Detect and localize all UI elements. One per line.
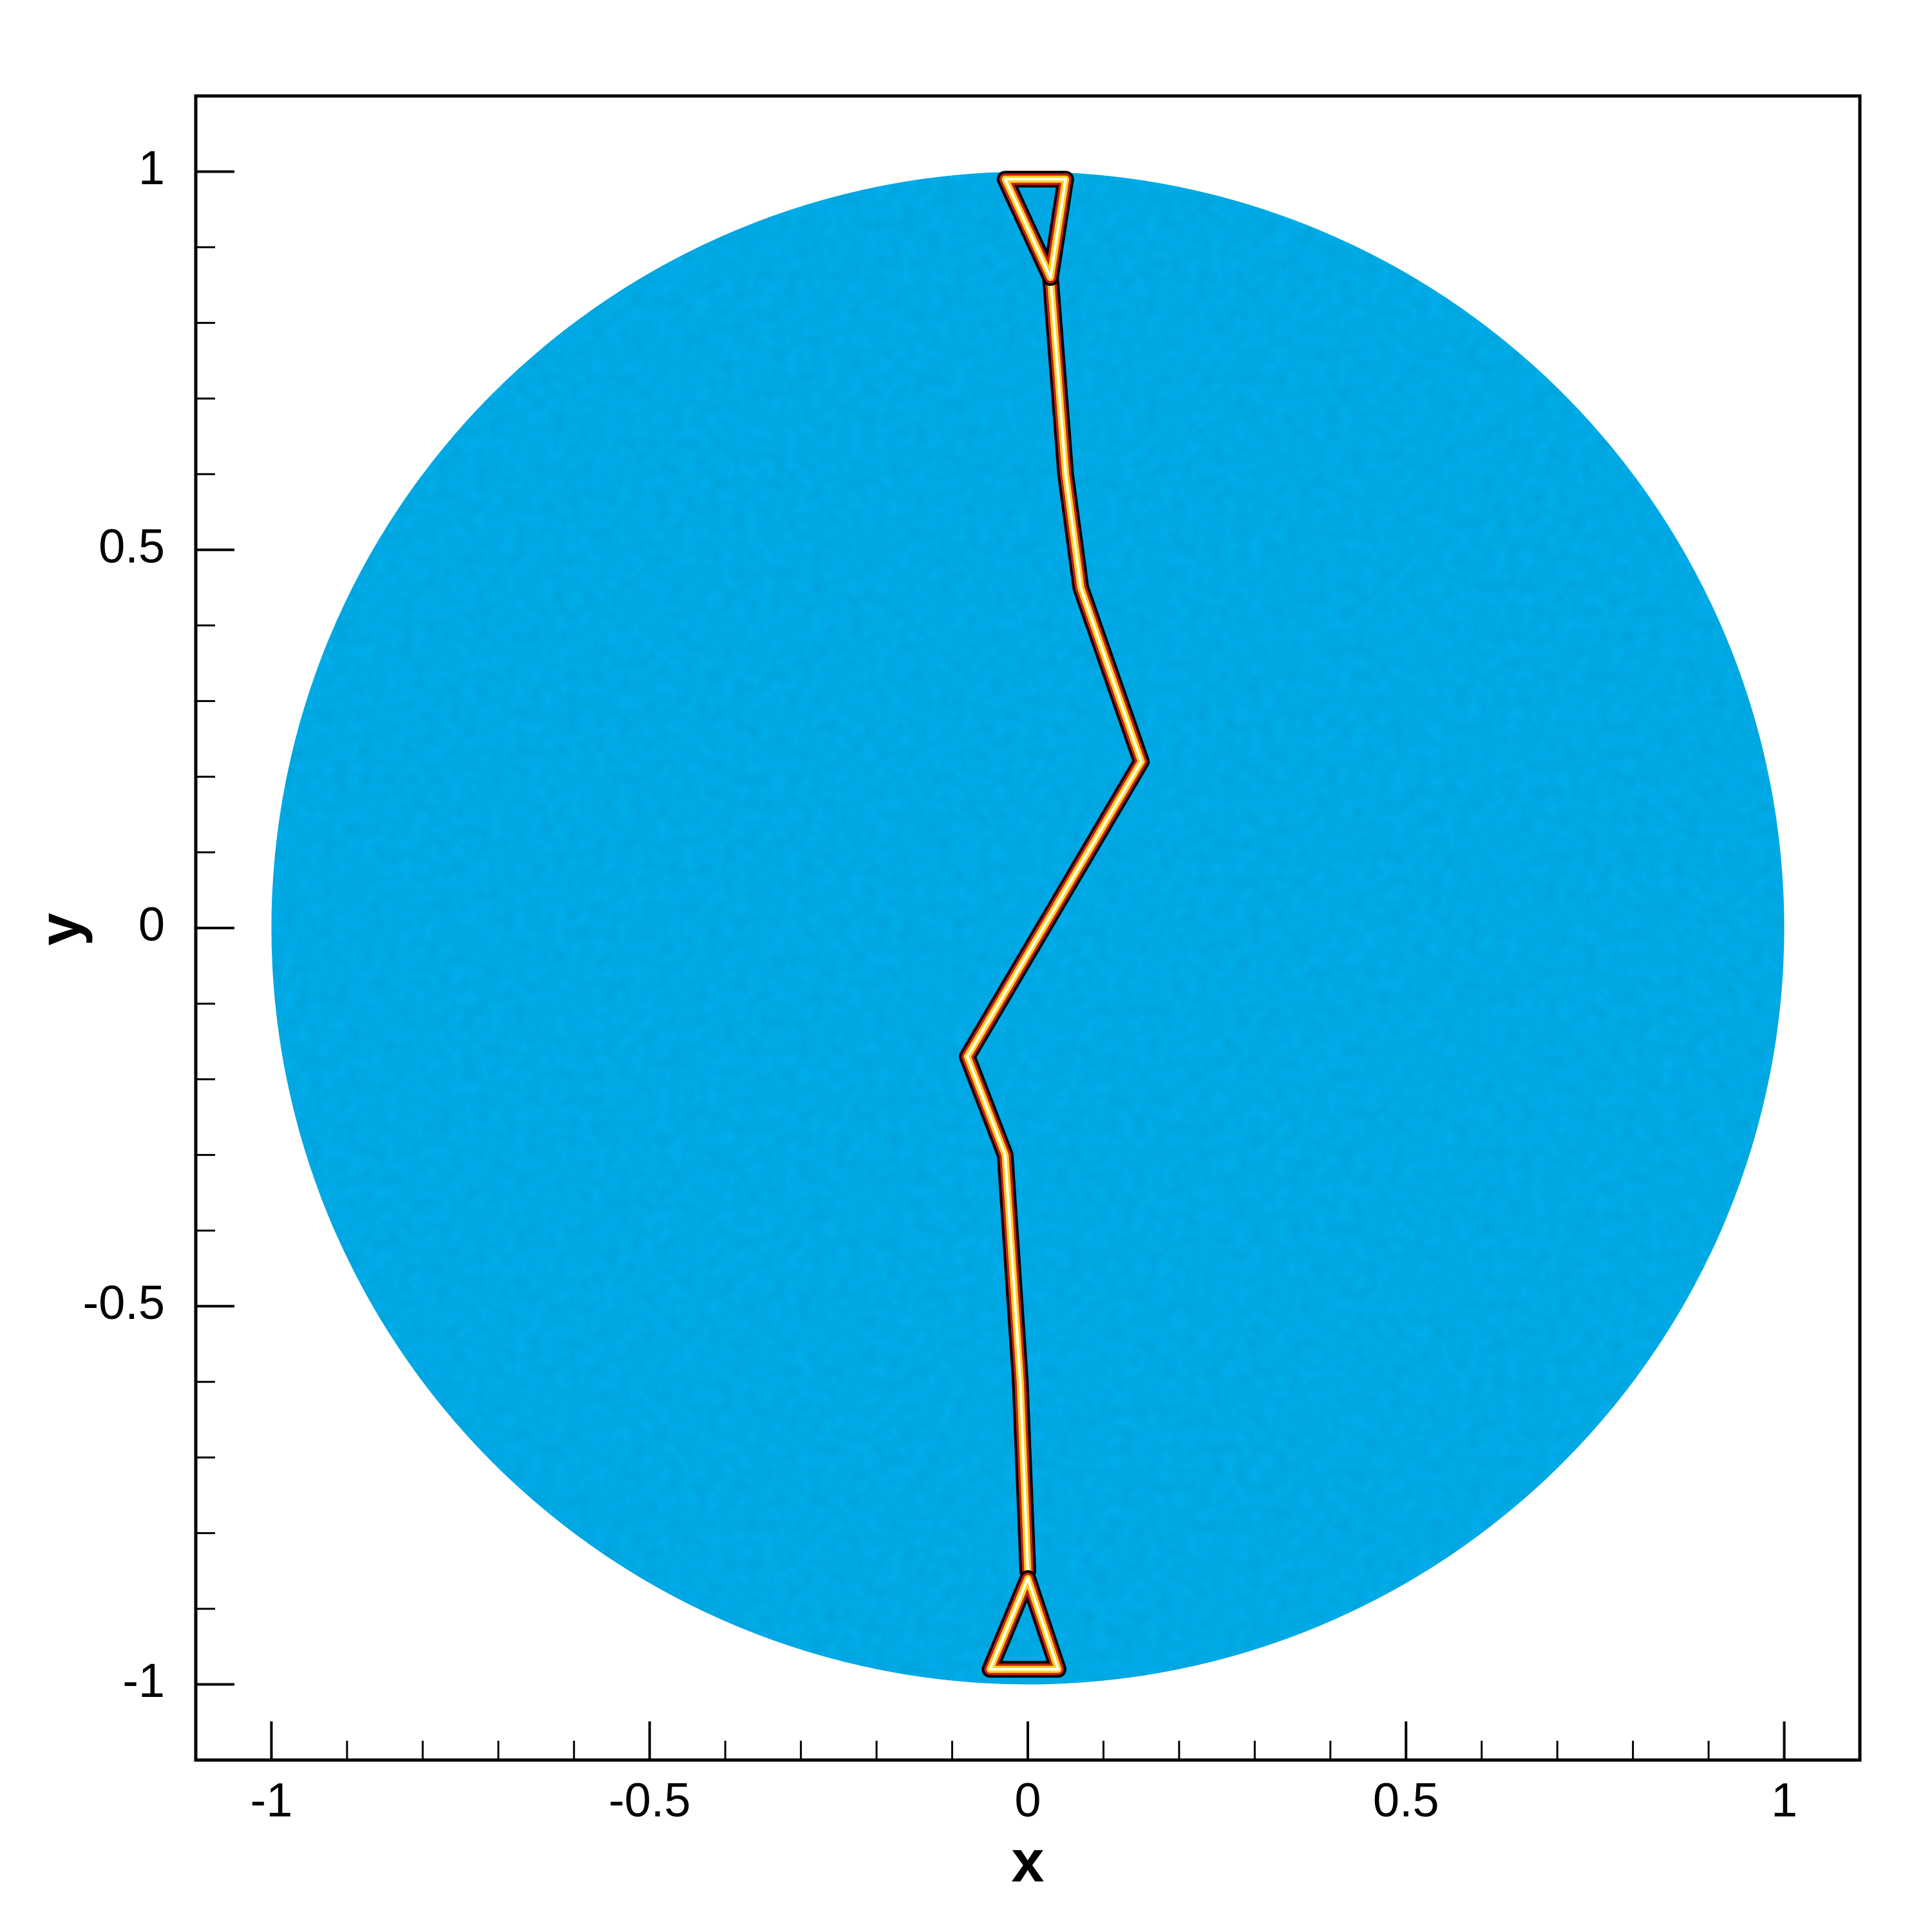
- x-tick-label: 0.5: [1373, 1774, 1439, 1827]
- crack-core: [989, 1577, 1059, 1671]
- y-tick-label: 0: [138, 898, 165, 951]
- y-tick-label: 0.5: [99, 519, 165, 573]
- crack-core: [1003, 178, 1067, 279]
- x-tick-label: -1: [251, 1774, 293, 1827]
- x-axis-label: x: [1011, 1828, 1044, 1894]
- x-tick-label: 1: [1771, 1774, 1797, 1827]
- x-tick-label: -0.5: [609, 1774, 691, 1827]
- y-tick-label: -0.5: [82, 1276, 165, 1329]
- y-tick-label: -1: [122, 1654, 165, 1707]
- y-tick-label: 1: [138, 141, 165, 194]
- crack-core: [966, 276, 1143, 1573]
- specimen-disk: [271, 171, 1785, 1685]
- x-tick-label: 0: [1014, 1774, 1041, 1827]
- plot-area: [271, 171, 1785, 1685]
- y-axis-label: y: [27, 913, 93, 945]
